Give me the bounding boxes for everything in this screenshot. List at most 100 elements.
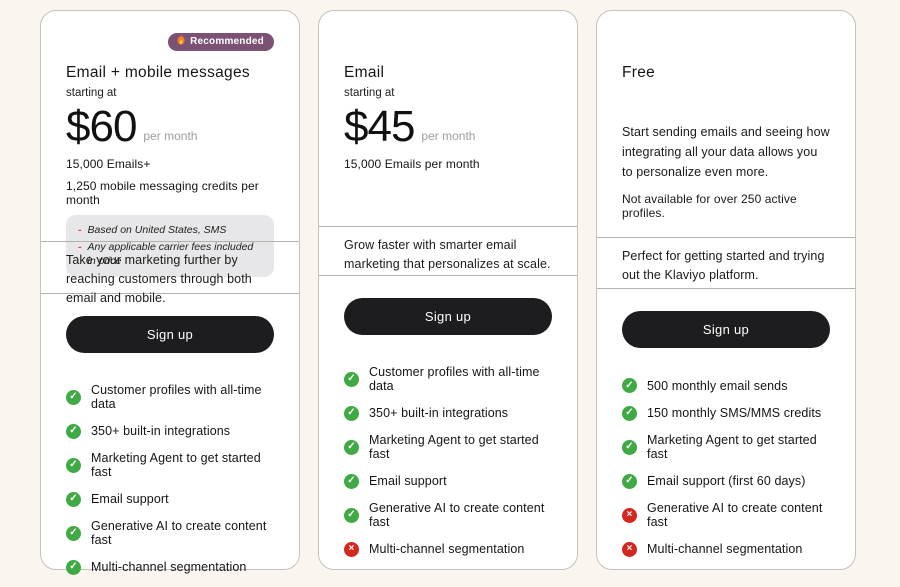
feature-label: Email support: [91, 492, 169, 506]
price-row: $45 per month: [344, 105, 552, 149]
feature-label: Generative AI to create content fast: [369, 501, 545, 529]
plan-title: Email: [344, 64, 385, 81]
note-bullet: -: [78, 241, 82, 254]
feature-item: × Multi-channel segmentation: [344, 541, 559, 557]
sms-note-box: - Based on United States, SMS - Any appl…: [66, 215, 274, 277]
feature-status-icon: ×: [622, 541, 637, 557]
feature-status-icon: ✓: [66, 525, 81, 541]
plan-detail: 15,000 Emails per month: [344, 157, 480, 171]
feature-label: 500 monthly email sends: [647, 378, 788, 393]
card-top-section: Free Start sending emails and seeing how…: [597, 11, 855, 237]
feature-label: Customer profiles with all-time data: [369, 365, 540, 393]
feature-label: Multi-channel segmentation: [369, 542, 525, 556]
plan-title: Free: [622, 64, 656, 81]
feature-label: Marketing Agent to get started fast: [91, 451, 261, 479]
badge-row: [622, 33, 830, 51]
feature-status-icon: ✓: [344, 507, 359, 523]
feature-label: Marketing Agent to get started fast: [647, 433, 817, 461]
feature-item: ✓ Generative AI to create content fast: [66, 519, 281, 547]
pricing-cards-row: Recommended Email + mobile messages star…: [40, 10, 856, 575]
feature-item: ✓ 150 monthly SMS/MMS credits: [622, 405, 837, 421]
plan-description: Perfect for getting started and trying o…: [597, 236, 855, 289]
feature-item: ✓ Customer profiles with all-time data: [344, 365, 559, 393]
badge-row: Recommended: [66, 33, 274, 51]
feature-status-icon: ✓: [66, 457, 81, 473]
starting-at-label: starting at: [66, 87, 117, 99]
cta-section: Sign up: [319, 276, 577, 335]
feature-item: ✓ Email support: [66, 491, 281, 507]
feature-item: ✓ Customer profiles with all-time data: [66, 383, 281, 411]
plan-detail: 15,000 Emails+: [66, 157, 151, 171]
feature-list: ✓ Customer profiles with all-time data ✓ 3…: [319, 335, 577, 569]
feature-label: Email support (first 60 days): [647, 474, 806, 488]
feature-status-icon: ✓: [622, 473, 637, 489]
feature-label: Generative AI to create content fast: [647, 501, 823, 529]
signup-button[interactable]: Sign up: [344, 298, 552, 335]
plan-limit-note: Not available for over 250 active profil…: [622, 192, 797, 220]
feature-status-icon: ✓: [622, 378, 637, 393]
feature-item: × Multi-channel segmentation: [622, 541, 837, 557]
feature-label: 150 monthly SMS/MMS credits: [647, 406, 822, 420]
feature-status-icon: ✓: [66, 389, 81, 405]
pricing-card-email-mobile: Recommended Email + mobile messages star…: [40, 10, 300, 575]
note-line: - Any applicable carrier fees included i…: [78, 240, 262, 268]
note-text: Based on United States, SMS: [87, 224, 227, 236]
card-top-section: Email starting at $45 per month 15,000 E…: [319, 11, 577, 226]
feature-status-icon: ✓: [622, 439, 637, 455]
feature-status-icon: ✓: [344, 405, 359, 421]
feature-status-icon: ×: [622, 507, 637, 523]
plan-description: Grow faster with smarter email marketing…: [319, 226, 577, 276]
feature-label: Multi-channel segmentation: [647, 542, 803, 556]
note-text: Any applicable carrier fees included in …: [87, 241, 254, 268]
feature-status-icon: ✓: [66, 423, 81, 439]
note-line: - Based on United States, SMS: [78, 223, 262, 237]
feature-item: ✓ 350+ built-in integrations: [66, 423, 281, 439]
feature-label: Multi-channel segmentation: [91, 560, 247, 574]
feature-item: ✓ Generative AI to create content fast: [344, 501, 559, 529]
cta-section: Sign up: [41, 294, 299, 353]
pricing-card-free: Free Start sending emails and seeing how…: [596, 10, 856, 570]
recommended-badge-label: Recommended: [190, 36, 264, 47]
price-value: $60: [66, 102, 137, 151]
flame-icon: [176, 34, 186, 50]
feature-item: ✓ 500 monthly email sends: [622, 378, 837, 393]
note-bullet: -: [78, 224, 82, 236]
starting-at-label: starting at: [344, 87, 395, 99]
price-period: per month: [421, 129, 476, 143]
plan-title: Email + mobile messages: [66, 64, 250, 81]
badge-row: [344, 33, 552, 51]
feature-status-icon: ✓: [344, 473, 359, 489]
plan-description: Take your marketing further by reaching …: [41, 241, 299, 305]
plan-intro: Start sending emails and seeing how inte…: [622, 125, 830, 179]
feature-label: 350+ built-in integrations: [369, 406, 509, 420]
recommended-badge: Recommended: [168, 33, 274, 51]
feature-item: × Generative AI to create content fast: [622, 501, 837, 529]
feature-item: ✓ Marketing Agent to get started fast: [66, 451, 281, 479]
feature-item: ✓ Marketing Agent to get started fast: [344, 433, 559, 461]
feature-status-icon: ✓: [344, 439, 359, 455]
price-value: $45: [344, 102, 415, 151]
signup-button[interactable]: Sign up: [622, 311, 830, 348]
feature-item: ✓ Multi-channel segmentation: [66, 559, 281, 575]
pricing-card-email: Email starting at $45 per month 15,000 E…: [318, 10, 578, 570]
card-top-section: Recommended Email + mobile messages star…: [41, 11, 299, 277]
feature-item: ✓ Marketing Agent to get started fast: [622, 433, 837, 461]
feature-label: Generative AI to create content fast: [91, 519, 267, 547]
signup-button[interactable]: Sign up: [66, 316, 274, 353]
feature-status-icon: ✓: [66, 559, 81, 575]
feature-item: ✓ Email support: [344, 473, 559, 489]
feature-list: ✓ 500 monthly email sends ✓ 150 monthly SM…: [597, 348, 855, 569]
plan-detail: 1,250 mobile messaging credits per month: [66, 179, 259, 207]
cta-section: Sign up: [597, 289, 855, 348]
feature-list: ✓ Customer profiles with all-time data ✓ 3…: [41, 353, 299, 587]
price-period: per month: [143, 129, 198, 143]
feature-label: 350+ built-in integrations: [91, 424, 231, 438]
feature-status-icon: ✓: [66, 491, 81, 507]
feature-status-icon: ✓: [344, 371, 359, 387]
feature-item: ✓ Email support (first 60 days): [622, 473, 837, 489]
feature-status-icon: ✓: [622, 405, 637, 421]
price-row: $60 per month: [66, 105, 274, 149]
feature-label: Marketing Agent to get started fast: [369, 433, 539, 461]
feature-label: Email support: [369, 474, 447, 488]
